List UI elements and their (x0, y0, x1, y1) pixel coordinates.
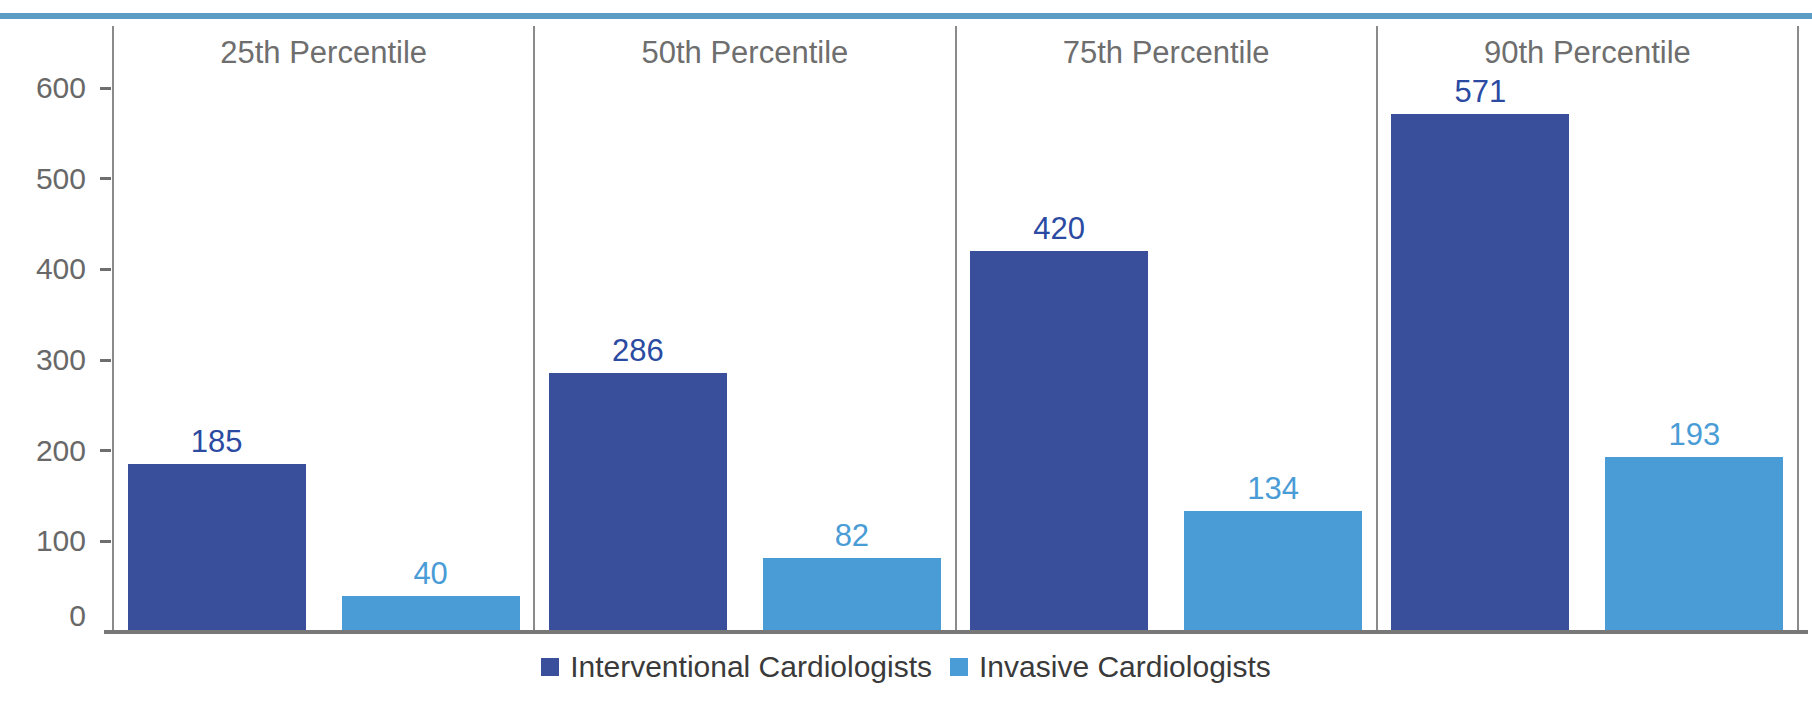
y-tick-label-0: 0 (69, 601, 86, 631)
top-rule (0, 13, 1812, 19)
y-tick-mark-100 (100, 540, 111, 543)
bar-group-invasive-cardiologists: 193 (1605, 419, 1783, 632)
bar-interventional-cardiologists (128, 464, 306, 632)
y-axis: 0 100 200 300 400 500 600 (0, 26, 112, 632)
y-tick-mark-300 (100, 359, 111, 362)
panel-title: 90th Percentile (1378, 36, 1797, 70)
y-tick-label-300: 300 (36, 345, 86, 375)
bar-group-container: 185 40 (114, 426, 533, 632)
bar-group-invasive-cardiologists: 134 (1184, 473, 1362, 632)
bar-interventional-cardiologists (549, 373, 727, 632)
panel-title: 75th Percentile (957, 36, 1376, 70)
legend-label: Interventional Cardiologists (570, 652, 932, 682)
bar-group-invasive-cardiologists: 40 (342, 558, 520, 632)
panel-50th-percentile: 50th Percentile 286 82 (535, 26, 956, 632)
plot-area: 25th Percentile 185 40 50th Percentile 286 82… (112, 26, 1799, 632)
bar-value-label: 40 (413, 558, 447, 589)
y-tick-label-500: 500 (36, 164, 86, 194)
bar-interventional-cardiologists (1391, 114, 1569, 632)
y-tick-label-600: 600 (36, 73, 86, 103)
legend-item-invasive-cardiologists: Invasive Cardiologists (950, 652, 1271, 682)
y-tick-mark-400 (100, 268, 111, 271)
bar-interventional-cardiologists (970, 251, 1148, 632)
bar-value-label: 193 (1669, 419, 1721, 450)
bar-value-label: 82 (835, 520, 869, 551)
bar-value-label: 185 (191, 426, 243, 457)
bar-chart-figure: 0 100 200 300 400 500 600 25th Percentile 185 40… (0, 0, 1812, 706)
x-axis-baseline (104, 630, 1808, 634)
bar-value-label: 134 (1247, 473, 1299, 504)
bar-invasive-cardiologists (763, 558, 941, 632)
legend-swatch-icon (541, 658, 559, 676)
panel-title: 50th Percentile (535, 36, 954, 70)
y-tick-mark-500 (100, 177, 111, 180)
panel-75th-percentile: 75th Percentile 420 134 (957, 26, 1378, 632)
bar-value-label: 286 (612, 335, 664, 366)
bar-group-interventional-cardiologists: 571 (1391, 76, 1569, 632)
legend-item-interventional-cardiologists: Interventional Cardiologists (541, 652, 932, 682)
bar-invasive-cardiologists (342, 596, 520, 632)
bar-group-interventional-cardiologists: 420 (970, 213, 1148, 632)
bar-group-container: 420 134 (957, 213, 1376, 632)
panel-25th-percentile: 25th Percentile 185 40 (114, 26, 535, 632)
panel-90th-percentile: 90th Percentile 571 193 (1378, 26, 1799, 632)
bar-group-interventional-cardiologists: 286 (549, 335, 727, 632)
bar-invasive-cardiologists (1605, 457, 1783, 632)
bar-group-container: 571 193 (1378, 76, 1797, 632)
y-tick-label-100: 100 (36, 526, 86, 556)
bar-invasive-cardiologists (1184, 511, 1362, 632)
bar-group-container: 286 82 (535, 335, 954, 632)
bar-value-label: 420 (1033, 213, 1085, 244)
y-tick-mark-600 (100, 87, 111, 90)
y-tick-mark-200 (100, 449, 111, 452)
bar-value-label: 571 (1455, 76, 1507, 107)
bar-group-interventional-cardiologists: 185 (128, 426, 306, 632)
panel-title: 25th Percentile (114, 36, 533, 70)
legend: Interventional Cardiologists Invasive Car… (0, 652, 1812, 682)
y-tick-label-400: 400 (36, 254, 86, 284)
bar-group-invasive-cardiologists: 82 (763, 520, 941, 632)
y-tick-label-200: 200 (36, 436, 86, 466)
legend-swatch-icon (950, 658, 968, 676)
legend-label: Invasive Cardiologists (979, 652, 1271, 682)
